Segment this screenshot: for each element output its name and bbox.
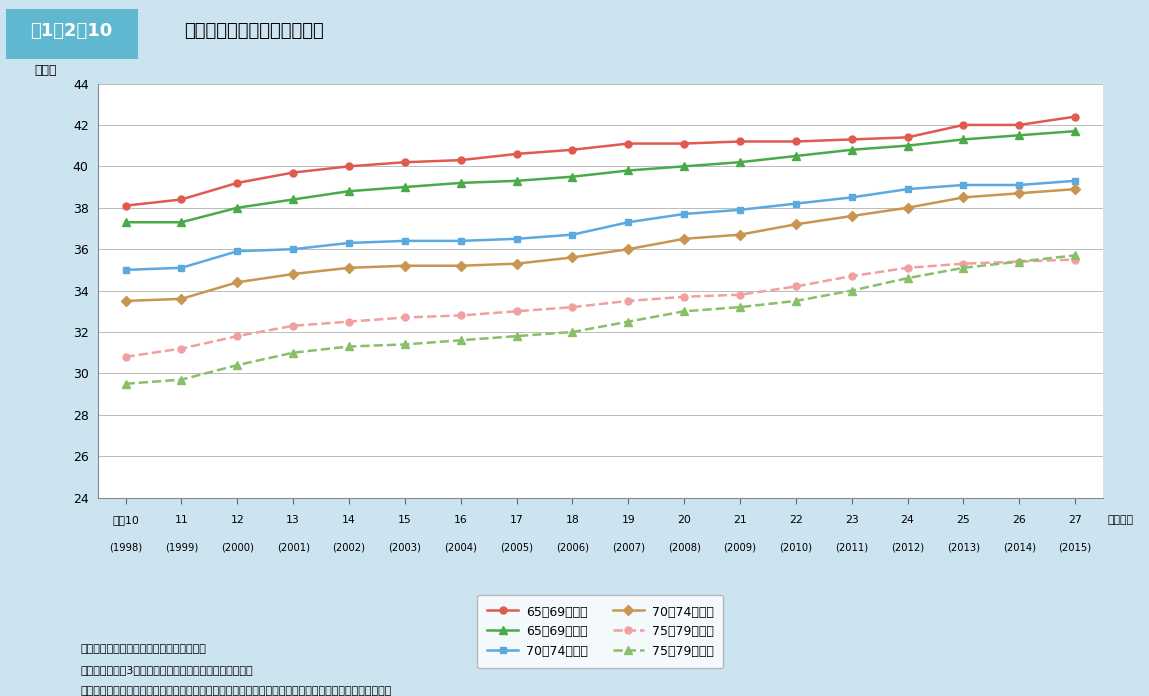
Text: 23: 23: [845, 515, 858, 525]
Text: (2002): (2002): [332, 543, 365, 553]
Text: （点）: （点）: [34, 63, 57, 77]
Text: （注２）合計点は、新体力テスト実施要項の「項目別得点表」による。得点基準は、男女により異なる。: （注２）合計点は、新体力テスト実施要項の「項目別得点表」による。得点基準は、男女…: [80, 686, 392, 695]
Text: 平成10: 平成10: [113, 515, 139, 525]
Text: 18: 18: [565, 515, 579, 525]
FancyBboxPatch shape: [6, 9, 138, 59]
Text: (2014): (2014): [1003, 543, 1035, 553]
Text: 11: 11: [175, 515, 188, 525]
Text: (2010): (2010): [779, 543, 812, 553]
Text: 高齢者の新体力テスト合計点: 高齢者の新体力テスト合計点: [184, 22, 324, 40]
Legend: 65～69歳男子, 65～69歳女子, 70～74歳男子, 70～74歳女子, 75～79歳男子, 75～79歳女子: 65～69歳男子, 65～69歳女子, 70～74歳男子, 70～74歳女子, …: [477, 595, 724, 668]
Text: (2006): (2006): [556, 543, 589, 553]
Text: (1998): (1998): [109, 543, 142, 553]
Text: (2013): (2013): [947, 543, 980, 553]
Text: (2015): (2015): [1058, 543, 1092, 553]
Text: 12: 12: [231, 515, 245, 525]
Text: 20: 20: [677, 515, 691, 525]
Text: (2007): (2007): [611, 543, 645, 553]
Text: (2011): (2011): [835, 543, 869, 553]
Text: (2009): (2009): [724, 543, 756, 553]
Text: （注１）図は、3点移動平均法を用いて平滑化してある。: （注１）図は、3点移動平均法を用いて平滑化してある。: [80, 665, 253, 674]
Text: 27: 27: [1069, 515, 1082, 525]
Text: (2001): (2001): [277, 543, 309, 553]
Text: 資料：スポーツ庁「体力・運動能力調査」: 資料：スポーツ庁「体力・運動能力調査」: [80, 644, 207, 654]
Text: 16: 16: [454, 515, 468, 525]
Text: (2005): (2005): [500, 543, 533, 553]
Text: 25: 25: [956, 515, 970, 525]
Text: (1999): (1999): [164, 543, 198, 553]
Text: (2000): (2000): [221, 543, 254, 553]
Text: 19: 19: [622, 515, 635, 525]
Text: (2008): (2008): [668, 543, 701, 553]
Text: 24: 24: [901, 515, 915, 525]
Text: (2004): (2004): [445, 543, 477, 553]
Text: 22: 22: [789, 515, 803, 525]
Text: 14: 14: [342, 515, 356, 525]
Text: （年度）: （年度）: [1108, 515, 1134, 525]
Text: 15: 15: [398, 515, 411, 525]
Text: 13: 13: [286, 515, 300, 525]
Text: (2003): (2003): [388, 543, 422, 553]
Text: 図1－2－10: 図1－2－10: [30, 22, 113, 40]
Text: 21: 21: [733, 515, 747, 525]
Text: (2012): (2012): [890, 543, 924, 553]
Text: 26: 26: [1012, 515, 1026, 525]
Text: 17: 17: [510, 515, 524, 525]
